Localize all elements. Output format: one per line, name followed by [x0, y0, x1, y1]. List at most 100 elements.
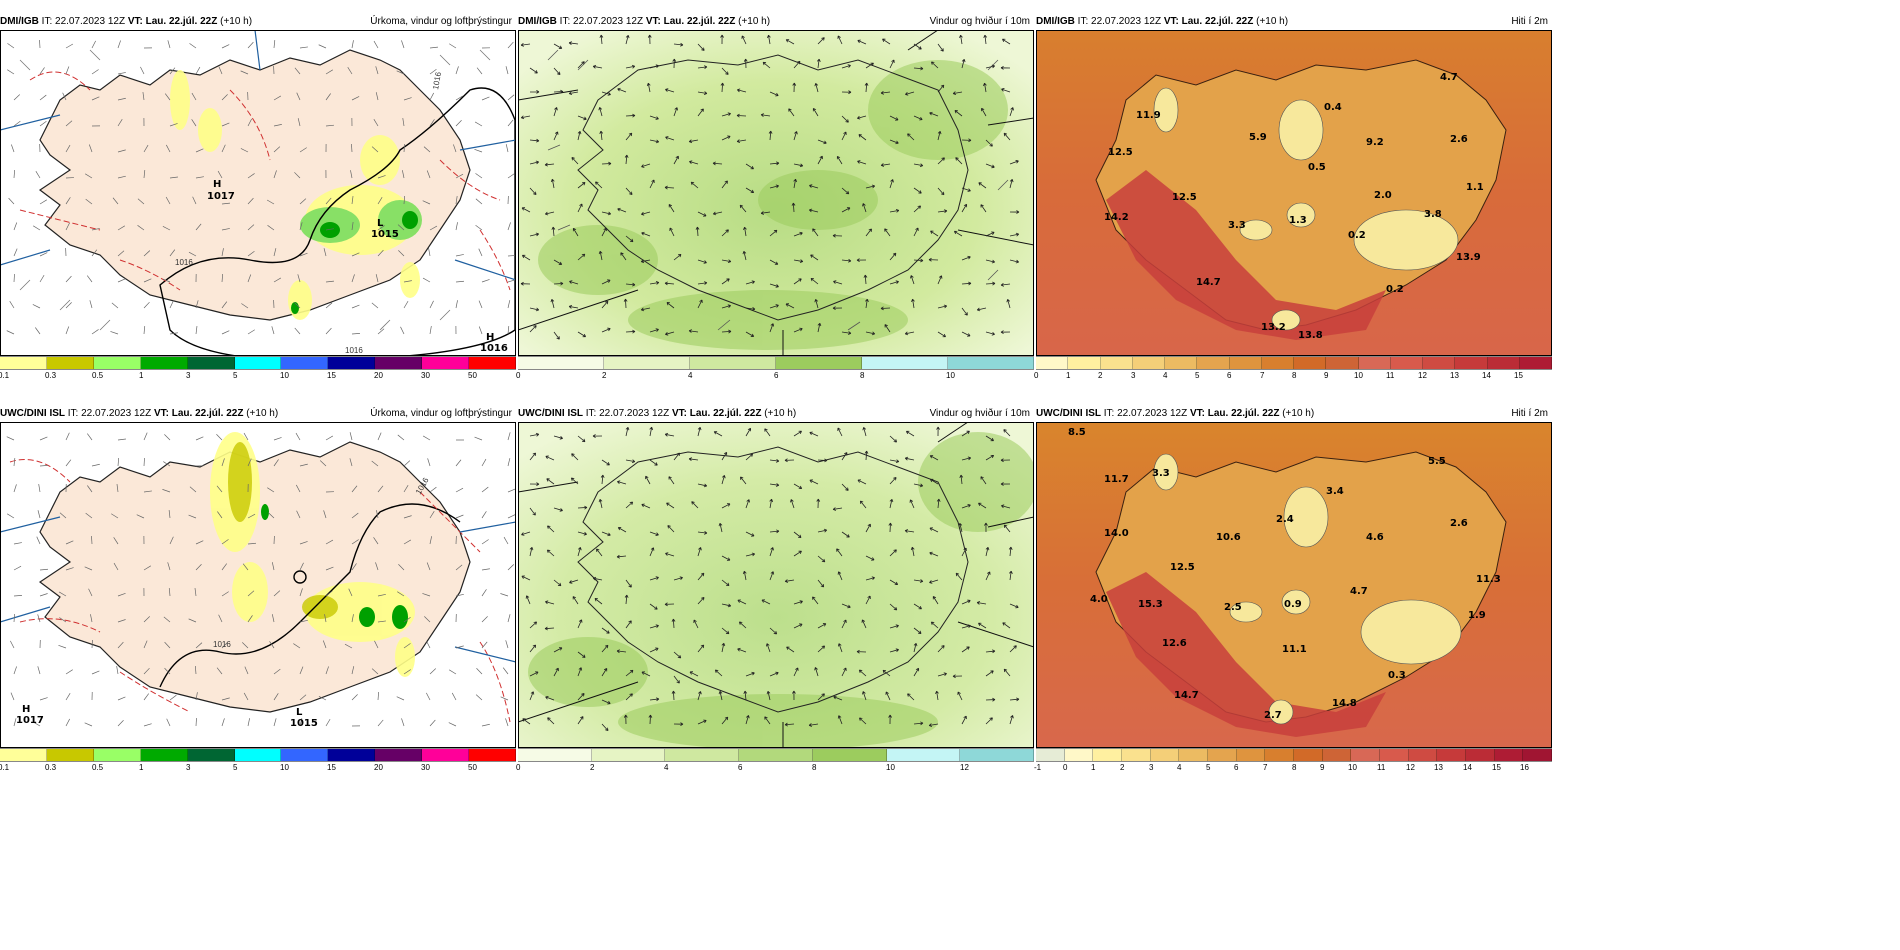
wind-arrow — [816, 58, 821, 69]
wind-arrow — [601, 531, 611, 537]
wind-arrow — [529, 621, 538, 629]
wind-arrow — [937, 304, 948, 309]
wind-arrow — [817, 645, 826, 653]
wind-barb — [351, 222, 354, 231]
wind-arrow — [736, 88, 747, 93]
wind-barb — [373, 118, 379, 127]
temp-label: 4.6 — [1366, 532, 1384, 543]
tick-label: 1 — [1066, 371, 1071, 380]
wind-arrow — [837, 571, 843, 581]
tick-label: 50 — [468, 763, 477, 772]
wind-arrow — [571, 453, 579, 461]
wind-barb — [426, 692, 431, 701]
wind-barb — [167, 40, 171, 49]
tick-label: 10 — [280, 763, 289, 772]
temp-label: 14.7 — [1174, 690, 1199, 701]
wind-arrow — [910, 546, 915, 557]
tick-label: 4 — [1177, 763, 1182, 772]
wind-arrow — [961, 456, 972, 461]
wind-barb — [188, 618, 197, 623]
wind-arrow — [961, 430, 970, 437]
wind-barb — [475, 694, 483, 701]
temp-label: 2.5 — [1224, 602, 1242, 613]
wind-arrow — [601, 279, 611, 285]
wind-barb — [195, 148, 204, 153]
colorbar-swatch — [1208, 749, 1237, 761]
wind-arrow — [529, 482, 540, 487]
wind-arrow — [737, 647, 747, 653]
colorbar-swatch — [960, 749, 1035, 761]
wind-barb — [299, 541, 308, 545]
wind-barb — [221, 44, 230, 49]
wind-arrow — [553, 89, 564, 94]
tick-label: 10 — [946, 371, 955, 380]
wind-barb — [221, 591, 229, 597]
wind-barb — [403, 669, 411, 675]
wind-barb — [39, 120, 47, 127]
wind-barb — [505, 718, 509, 727]
wind-barb — [221, 144, 226, 153]
wind-barb — [429, 46, 438, 49]
wind-arrow — [932, 595, 939, 605]
wind-barb — [242, 642, 249, 649]
wind-arrow — [1009, 210, 1020, 214]
wind-arrow — [856, 649, 867, 654]
wind-arrow — [931, 61, 939, 69]
wind-arrow — [882, 38, 891, 45]
wind-arrow — [553, 67, 561, 76]
wind-barb — [478, 248, 483, 257]
colorbar-swatch — [1466, 749, 1495, 761]
temp-label: 1.9 — [1468, 610, 1486, 621]
wind-barb — [448, 722, 457, 727]
wind-barb — [449, 43, 457, 49]
wind-arrow — [688, 457, 699, 462]
wind-arrow — [810, 254, 819, 261]
wind-arrow — [745, 307, 756, 311]
wind-arrow — [577, 531, 587, 536]
temp-label: 5.5 — [1428, 456, 1446, 467]
model-name: DMI/IGB — [1036, 16, 1075, 27]
wind-arrow — [673, 253, 682, 261]
wind-barb — [195, 717, 197, 727]
wind-barb — [240, 70, 249, 75]
temp-label: 15.3 — [1138, 599, 1163, 610]
wind-barb — [84, 722, 93, 727]
wind-barb — [455, 66, 459, 75]
wind-arrow — [841, 187, 850, 195]
wind-barb — [13, 542, 22, 545]
wind-arrow — [741, 35, 747, 45]
precip-colorbar — [0, 748, 516, 762]
wind-barb — [87, 433, 93, 441]
wind-barb — [402, 118, 405, 127]
wind-barb — [269, 641, 275, 649]
wind-arrow — [769, 529, 780, 534]
wind-barb — [11, 144, 15, 153]
wind-arrow — [760, 211, 771, 215]
wind-arrow — [571, 157, 579, 165]
wind-arrow — [841, 331, 852, 335]
wind-arrow — [1009, 259, 1020, 264]
wind-arrow — [905, 91, 915, 96]
wind-arrow — [667, 525, 675, 533]
tick-label: 6 — [1234, 763, 1239, 772]
wind-arrow — [817, 693, 825, 701]
wind-arrow — [930, 230, 939, 237]
wind-barb — [481, 616, 488, 623]
wind-arrow — [812, 596, 819, 605]
wind-arrow — [649, 281, 660, 285]
wind-barb — [476, 67, 483, 75]
wind-arrow — [668, 204, 675, 213]
wind-barb — [10, 692, 15, 701]
wind-arrow — [889, 179, 894, 189]
wind-barb — [247, 513, 256, 519]
wind-arrow — [937, 157, 945, 165]
temp-map: 8.5 5.5 11.7 3.3 3.4 2.4 2.6 14.0 10.6 4… — [1036, 422, 1552, 748]
wind-arrow — [766, 690, 771, 701]
wind-arrow — [1009, 179, 1014, 189]
colorbar-swatch — [328, 357, 376, 369]
wind-barb — [39, 697, 48, 701]
model-name: UWC/DINI ISL — [1036, 408, 1101, 419]
wind-barb — [325, 302, 333, 309]
wind-barb — [294, 172, 301, 179]
wind-arrow — [1001, 504, 1011, 509]
